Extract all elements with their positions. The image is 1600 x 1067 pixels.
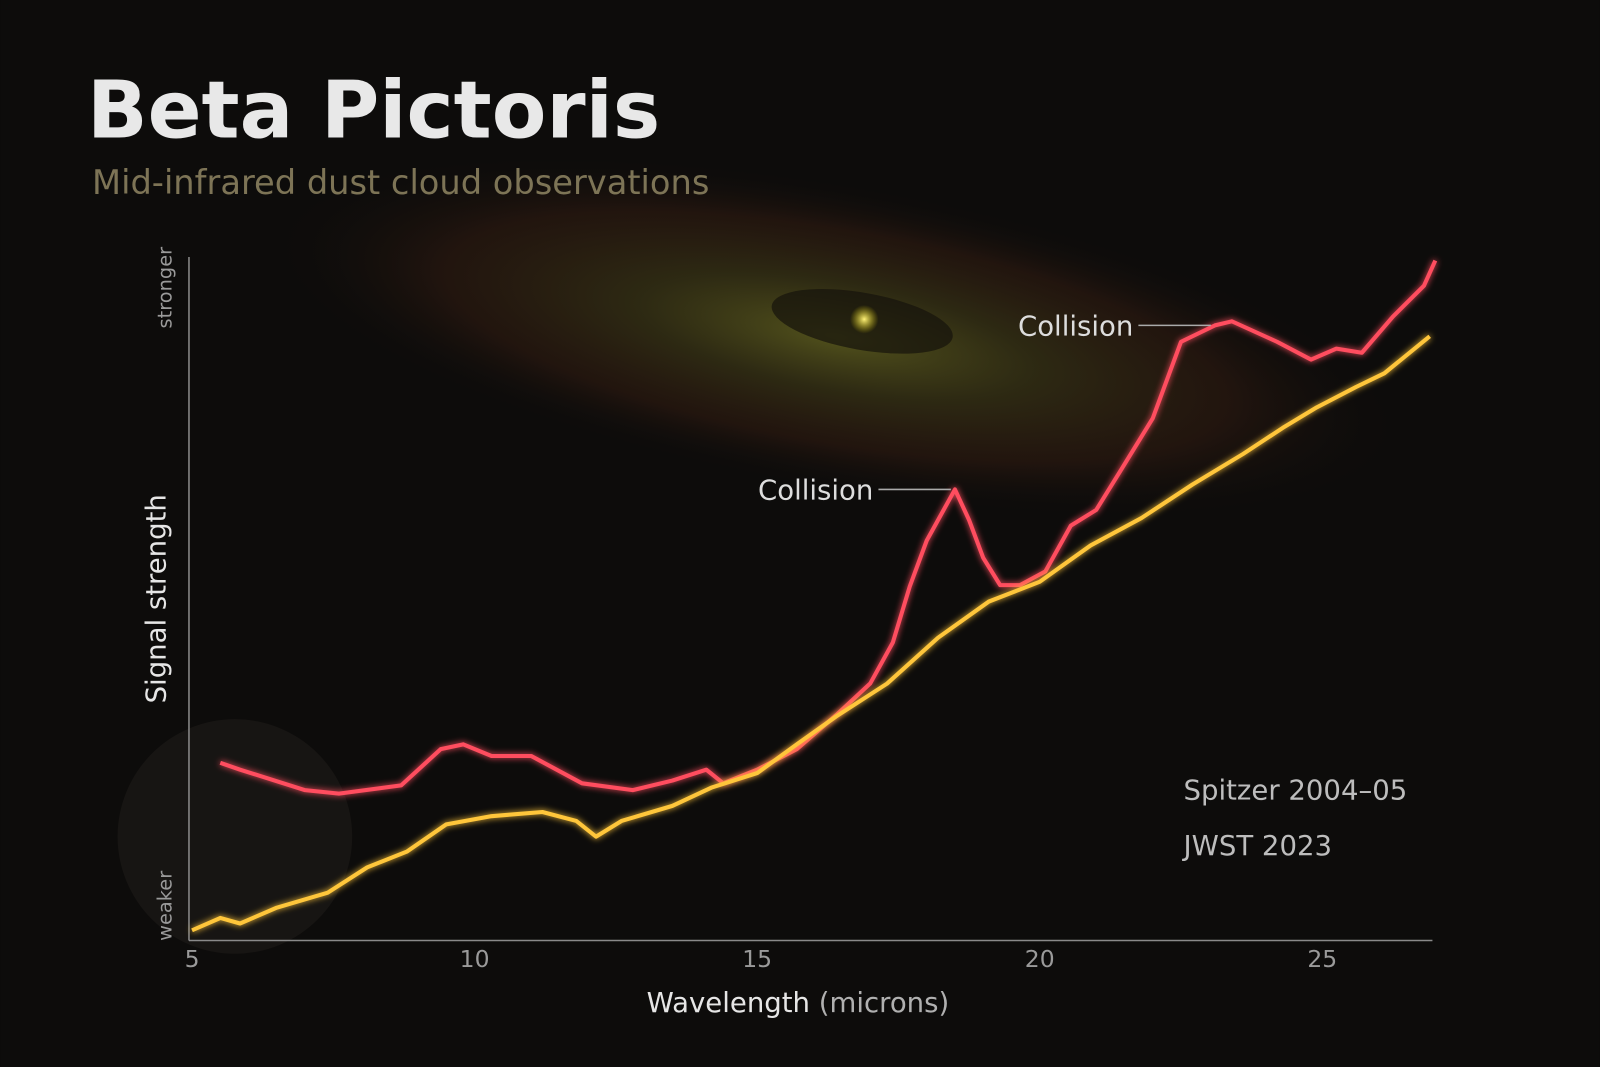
y-bottom-label: weaker [154,871,177,941]
x-tick-labels: 5 10 15 20 25 [185,945,1338,973]
axes [188,257,1433,942]
chart-subtitle: Mid-infrared dust cloud observations [92,163,709,202]
x-tick-label: 25 [1307,945,1337,973]
series-line-spitzer [219,259,1438,796]
legend-label-spitzer: Spitzer 2004–05 [1184,775,1408,807]
annotation-collision: Collision [758,475,873,507]
series-lines [191,259,1438,933]
x-tick-label: 15 [742,945,772,973]
chart-title: Beta Pictoris [87,64,660,157]
legend: Spitzer 2004–05 JWST 2023 [1094,775,1408,862]
x-tick-label: 10 [460,945,490,973]
series-line-jwst [191,334,1431,933]
legend-label-jwst: JWST 2023 [1182,830,1332,862]
x-axis-label-unit: (microns) [819,987,949,1019]
y-axis-label: Signal strength [141,494,173,703]
x-axis-label-main: Wavelength [647,987,810,1019]
annotation-collision: Collision [1018,311,1133,343]
y-top-label: stronger [154,247,177,329]
annotations: Collision Collision [758,311,1211,507]
x-tick-label: 5 [185,945,200,973]
x-axis-label: Wavelength (microns) [647,987,950,1019]
x-tick-label: 20 [1025,945,1055,973]
